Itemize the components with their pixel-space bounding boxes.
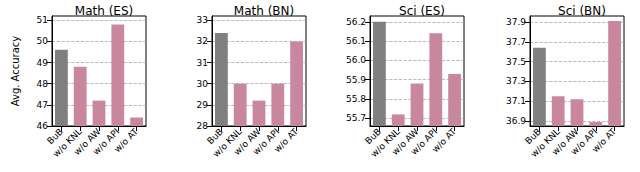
svg-text:BuB: BuB bbox=[205, 126, 225, 147]
svg-text:32: 32 bbox=[197, 36, 208, 46]
svg-text:37.9: 37.9 bbox=[506, 17, 526, 27]
svg-text:37.1: 37.1 bbox=[506, 96, 526, 106]
svg-text:55.7: 55.7 bbox=[346, 113, 366, 123]
svg-text:w/o AT: w/o AT bbox=[112, 126, 140, 154]
svg-text:51: 51 bbox=[37, 15, 48, 25]
svg-text:w/o AW: w/o AW bbox=[549, 126, 581, 158]
svg-text:36.9: 36.9 bbox=[506, 116, 526, 126]
svg-text:BuB: BuB bbox=[363, 126, 383, 147]
svg-text:BuB: BuB bbox=[45, 126, 65, 147]
svg-text:Sci (ES): Sci (ES) bbox=[399, 4, 445, 18]
svg-text:46: 46 bbox=[37, 121, 49, 131]
svg-text:56.1: 56.1 bbox=[346, 36, 366, 46]
svg-text:55.8: 55.8 bbox=[346, 94, 366, 104]
svg-text:29: 29 bbox=[197, 100, 209, 110]
svg-text:Math (ES): Math (ES) bbox=[75, 4, 133, 18]
svg-text:31: 31 bbox=[197, 58, 208, 68]
svg-text:w/o AT: w/o AT bbox=[272, 126, 300, 154]
svg-text:37.3: 37.3 bbox=[506, 76, 526, 86]
svg-text:w/o AT: w/o AT bbox=[590, 126, 618, 154]
svg-text:w/o KNL: w/o KNL bbox=[51, 126, 84, 160]
svg-text:47: 47 bbox=[37, 100, 48, 110]
svg-text:BuB: BuB bbox=[523, 126, 543, 147]
svg-text:w/o KNL: w/o KNL bbox=[211, 126, 244, 160]
svg-text:56.2: 56.2 bbox=[346, 17, 366, 27]
svg-text:55.9: 55.9 bbox=[346, 75, 366, 85]
svg-text:w/o AW: w/o AW bbox=[389, 126, 421, 158]
svg-text:Math (BN): Math (BN) bbox=[234, 4, 294, 18]
svg-text:w/o API: w/o API bbox=[91, 126, 122, 157]
svg-text:w/o API: w/o API bbox=[569, 126, 600, 157]
svg-text:w/o API: w/o API bbox=[251, 126, 282, 157]
svg-text:w/o AW: w/o AW bbox=[231, 126, 263, 158]
svg-text:33: 33 bbox=[197, 15, 208, 25]
svg-text:Avg. Accuracy: Avg. Accuracy bbox=[10, 36, 21, 107]
svg-text:37.7: 37.7 bbox=[506, 37, 526, 47]
svg-text:30: 30 bbox=[197, 79, 209, 89]
svg-text:48: 48 bbox=[37, 79, 49, 89]
svg-text:37.5: 37.5 bbox=[506, 57, 526, 67]
svg-text:28: 28 bbox=[197, 121, 209, 131]
svg-text:w/o KNL: w/o KNL bbox=[369, 126, 402, 160]
svg-text:w/o AT: w/o AT bbox=[430, 126, 458, 154]
svg-text:50: 50 bbox=[37, 36, 49, 46]
svg-text:w/o AW: w/o AW bbox=[71, 126, 103, 158]
svg-text:56.0: 56.0 bbox=[346, 55, 366, 65]
svg-text:49: 49 bbox=[37, 58, 49, 68]
svg-text:w/o KNL: w/o KNL bbox=[529, 126, 562, 160]
svg-text:Sci (BN): Sci (BN) bbox=[558, 4, 606, 18]
svg-text:w/o API: w/o API bbox=[409, 126, 440, 157]
